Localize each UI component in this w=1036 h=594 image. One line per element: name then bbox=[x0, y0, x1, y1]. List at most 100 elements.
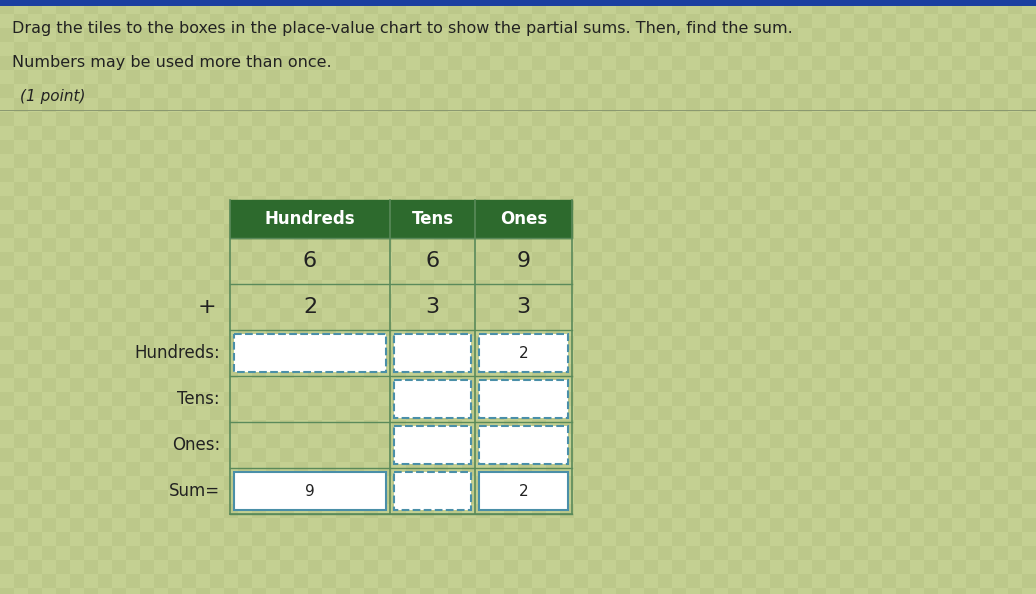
Bar bbox=[910, 476, 924, 490]
Bar bbox=[574, 224, 588, 238]
Bar bbox=[994, 56, 1008, 70]
Bar bbox=[238, 574, 252, 588]
Bar bbox=[518, 126, 533, 140]
Bar bbox=[350, 476, 364, 490]
Bar bbox=[546, 56, 560, 70]
Bar bbox=[686, 70, 700, 84]
Bar bbox=[56, 364, 70, 378]
Bar bbox=[966, 140, 980, 154]
Bar bbox=[560, 112, 574, 126]
Bar bbox=[364, 392, 378, 406]
Bar bbox=[490, 224, 503, 238]
Bar bbox=[140, 434, 154, 448]
Bar bbox=[700, 56, 714, 70]
Bar bbox=[0, 252, 15, 266]
Bar bbox=[952, 476, 966, 490]
Bar bbox=[994, 70, 1008, 84]
Bar bbox=[168, 532, 182, 546]
Bar bbox=[1008, 84, 1021, 98]
Bar bbox=[854, 126, 868, 140]
Bar bbox=[1021, 294, 1036, 308]
Bar bbox=[490, 434, 503, 448]
Bar bbox=[714, 560, 728, 574]
Bar bbox=[434, 518, 448, 532]
Bar bbox=[448, 14, 462, 28]
Bar bbox=[182, 168, 196, 182]
Bar bbox=[350, 140, 364, 154]
Bar bbox=[658, 560, 672, 574]
Bar bbox=[490, 154, 503, 168]
Bar bbox=[308, 266, 322, 280]
Bar bbox=[742, 504, 756, 518]
Bar bbox=[714, 70, 728, 84]
Bar bbox=[140, 532, 154, 546]
Bar bbox=[15, 490, 28, 504]
Bar bbox=[812, 266, 826, 280]
Bar bbox=[952, 84, 966, 98]
Bar bbox=[252, 28, 266, 42]
Bar bbox=[112, 378, 126, 392]
Bar bbox=[798, 392, 812, 406]
Bar bbox=[28, 518, 42, 532]
Bar bbox=[112, 364, 126, 378]
Bar bbox=[882, 574, 896, 588]
Bar bbox=[686, 462, 700, 476]
Text: 2: 2 bbox=[303, 297, 317, 317]
Bar bbox=[84, 56, 98, 70]
Bar bbox=[98, 252, 112, 266]
Bar bbox=[70, 252, 84, 266]
Bar bbox=[378, 154, 392, 168]
Bar bbox=[266, 392, 280, 406]
Bar bbox=[350, 574, 364, 588]
Bar bbox=[476, 84, 490, 98]
Bar bbox=[868, 350, 882, 364]
Bar bbox=[364, 378, 378, 392]
Bar bbox=[812, 294, 826, 308]
Bar bbox=[154, 476, 168, 490]
Bar bbox=[784, 154, 798, 168]
Bar bbox=[798, 364, 812, 378]
Bar bbox=[210, 70, 224, 84]
Bar bbox=[784, 308, 798, 322]
Bar bbox=[686, 42, 700, 56]
Bar bbox=[350, 56, 364, 70]
Bar bbox=[392, 518, 406, 532]
Bar bbox=[196, 350, 210, 364]
Bar bbox=[644, 224, 658, 238]
Bar bbox=[728, 560, 742, 574]
Bar bbox=[966, 266, 980, 280]
Bar bbox=[560, 574, 574, 588]
Bar bbox=[56, 518, 70, 532]
Bar bbox=[826, 112, 840, 126]
Bar bbox=[462, 98, 476, 112]
Bar bbox=[182, 98, 196, 112]
Bar bbox=[812, 112, 826, 126]
Bar bbox=[826, 280, 840, 294]
Bar bbox=[560, 42, 574, 56]
Bar bbox=[714, 406, 728, 420]
Bar bbox=[910, 364, 924, 378]
Bar bbox=[503, 546, 518, 560]
Bar bbox=[546, 224, 560, 238]
Bar bbox=[910, 560, 924, 574]
Bar bbox=[322, 280, 336, 294]
Bar bbox=[728, 42, 742, 56]
Bar bbox=[672, 224, 686, 238]
Bar bbox=[462, 364, 476, 378]
Bar bbox=[910, 210, 924, 224]
Bar bbox=[784, 98, 798, 112]
Bar bbox=[350, 224, 364, 238]
Bar bbox=[224, 392, 238, 406]
Bar bbox=[644, 364, 658, 378]
Bar bbox=[924, 168, 938, 182]
Bar bbox=[42, 168, 56, 182]
Bar bbox=[322, 350, 336, 364]
Bar bbox=[420, 70, 434, 84]
Bar bbox=[56, 546, 70, 560]
Bar bbox=[798, 588, 812, 594]
Bar bbox=[700, 420, 714, 434]
Bar bbox=[126, 56, 140, 70]
Bar bbox=[980, 350, 994, 364]
Bar bbox=[434, 98, 448, 112]
Bar bbox=[518, 504, 533, 518]
